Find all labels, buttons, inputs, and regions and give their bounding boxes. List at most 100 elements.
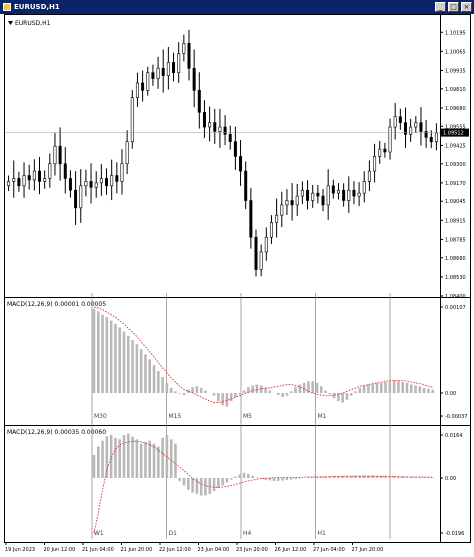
candle bbox=[393, 103, 397, 140]
candle-body bbox=[378, 148, 382, 157]
chart-area[interactable]: EURUSD,H1 1.101951.100651.099351.098101.… bbox=[0, 14, 474, 557]
candle-body bbox=[192, 67, 196, 91]
candle bbox=[135, 72, 139, 107]
candle-body bbox=[331, 185, 335, 194]
candle bbox=[434, 123, 438, 151]
macd-tick-label: 0.00107 bbox=[445, 305, 466, 311]
candle bbox=[182, 34, 186, 62]
chevron-down-icon bbox=[8, 21, 13, 25]
candle-body bbox=[264, 236, 268, 253]
candle-body bbox=[295, 195, 299, 206]
candle-body bbox=[161, 67, 165, 76]
candle-body bbox=[115, 175, 119, 182]
candle-body bbox=[398, 116, 402, 123]
candle bbox=[27, 164, 31, 190]
minimize-button[interactable]: _ bbox=[435, 2, 446, 12]
candle-body bbox=[177, 53, 181, 73]
time-tick-label: 27 Jun 04:00 bbox=[313, 547, 345, 553]
candle-body bbox=[79, 185, 83, 209]
candle bbox=[321, 189, 325, 212]
time-tick-label: 26 Jun 12:00 bbox=[275, 547, 307, 553]
candle-body bbox=[218, 126, 222, 132]
price-tick-label: 1.09170 bbox=[445, 181, 466, 187]
candle-body bbox=[228, 134, 232, 143]
candle-body bbox=[151, 72, 155, 79]
macd-1-panel: 0.00107 0.00 -0.00037 M30 M15 M5 M1 bbox=[91, 293, 467, 422]
price-tick-label: 1.09935 bbox=[445, 68, 466, 74]
candle-body bbox=[259, 251, 263, 270]
candle bbox=[58, 127, 62, 181]
candle-body bbox=[306, 189, 310, 201]
candle-body bbox=[414, 122, 418, 128]
candle bbox=[347, 176, 351, 213]
candle bbox=[239, 140, 243, 186]
timeframe-label: H4 bbox=[243, 530, 252, 537]
candle bbox=[192, 49, 196, 108]
candle-body bbox=[63, 163, 67, 179]
candle bbox=[331, 179, 335, 199]
candle bbox=[48, 153, 52, 188]
candle-body bbox=[197, 90, 201, 113]
price-tick-label: 1.09680 bbox=[445, 106, 466, 112]
timeframe-label: M5 bbox=[243, 413, 252, 420]
timeframe-label: M15 bbox=[169, 413, 182, 420]
candle bbox=[213, 108, 217, 144]
macd-tick-label: 0.00 bbox=[445, 391, 456, 397]
current-price: 1.09512 bbox=[6, 128, 469, 137]
close-button[interactable]: × bbox=[461, 2, 472, 12]
candle-body bbox=[254, 236, 258, 270]
candle bbox=[311, 184, 315, 208]
candle-body bbox=[342, 189, 346, 201]
candle bbox=[17, 171, 21, 192]
candle-body bbox=[208, 122, 212, 128]
candle bbox=[326, 169, 330, 220]
price-tick-label: 1.08785 bbox=[445, 237, 466, 243]
time-tick-label: 20 Jun 12:00 bbox=[44, 547, 76, 553]
candle-body bbox=[110, 175, 114, 187]
current-price-tag bbox=[441, 128, 469, 137]
candle-body bbox=[393, 116, 397, 128]
candle-body bbox=[223, 126, 227, 135]
candle bbox=[306, 180, 310, 210]
candle-body bbox=[172, 62, 176, 73]
timeframe-label: H1 bbox=[318, 530, 327, 537]
restore-button[interactable]: □ bbox=[448, 2, 459, 12]
candle bbox=[125, 130, 129, 175]
candle bbox=[285, 189, 289, 216]
candle-body bbox=[326, 185, 330, 206]
candle bbox=[99, 164, 103, 196]
price-tick-label: 1.08400 bbox=[445, 294, 466, 300]
window-controls: _ □ × bbox=[435, 2, 472, 12]
candle bbox=[429, 130, 433, 149]
candle-body bbox=[89, 181, 93, 188]
price-tick-label: 1.09810 bbox=[445, 87, 466, 93]
candle bbox=[357, 182, 361, 206]
candle-body bbox=[84, 181, 88, 187]
candle-body bbox=[38, 170, 42, 182]
candle bbox=[373, 143, 377, 183]
candle-body bbox=[409, 126, 413, 135]
candle-body bbox=[269, 222, 273, 238]
candle bbox=[362, 171, 366, 203]
candle bbox=[53, 133, 57, 176]
candle-body bbox=[373, 156, 377, 172]
candle-body bbox=[321, 195, 325, 206]
candle-body bbox=[213, 122, 217, 132]
candle bbox=[177, 42, 181, 83]
candle bbox=[12, 160, 16, 198]
candle-body bbox=[94, 182, 98, 188]
candle-body bbox=[249, 200, 253, 238]
candle bbox=[161, 49, 165, 93]
candle bbox=[424, 119, 428, 148]
candle bbox=[228, 125, 232, 150]
candle bbox=[68, 170, 72, 198]
candle bbox=[94, 171, 98, 198]
candle bbox=[223, 115, 227, 146]
candle-body bbox=[233, 141, 237, 157]
candle-body bbox=[74, 189, 78, 209]
candle-body bbox=[383, 148, 387, 153]
candle bbox=[146, 66, 150, 96]
price-tick-label: 1.10195 bbox=[445, 30, 466, 36]
candle bbox=[403, 107, 407, 148]
price-tick-label: 1.09425 bbox=[445, 143, 466, 149]
